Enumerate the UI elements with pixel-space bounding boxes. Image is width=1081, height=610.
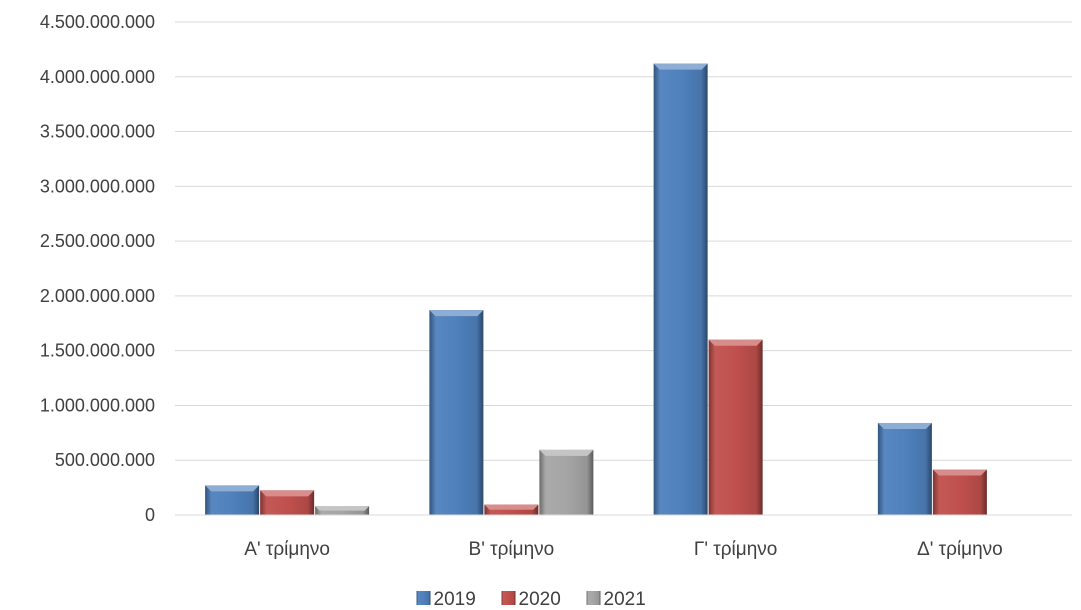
legend-label: 2020 xyxy=(519,589,561,610)
legend-item-2021: 2021 xyxy=(586,589,646,610)
y-tick-label: 4.000.000.000 xyxy=(40,67,155,87)
x-category-label: Γ' τρίμηνο xyxy=(694,539,778,560)
legend-item-2019: 2019 xyxy=(416,589,476,610)
bar-2021-a-τρίμηνο xyxy=(315,506,370,515)
y-tick-label: 1.000.000.000 xyxy=(40,395,155,415)
y-tick-label: 3.000.000.000 xyxy=(40,176,155,196)
bars xyxy=(205,63,987,516)
bar-2020-γ-τρίμηνο xyxy=(708,339,763,515)
legend-swatch xyxy=(501,591,516,605)
bar-2019-γ-τρίμηνο xyxy=(653,63,708,516)
x-axis: A' τρίμηνο B' τρίμηνο Γ' τρίμηνο Δ' τρίμηνο xyxy=(175,514,1072,560)
y-tick-label: 3.500.000.000 xyxy=(40,122,155,142)
legend-label: 2021 xyxy=(604,589,646,610)
x-category-label: B' τρίμηνο xyxy=(469,539,555,560)
bar-2020-δ-τρίμηνο xyxy=(932,469,987,515)
legend: 2019 2020 2021 xyxy=(416,589,646,610)
legend-label: 2019 xyxy=(434,589,476,610)
y-tick-label: 1.500.000.000 xyxy=(40,341,155,361)
gridlines xyxy=(175,21,1072,516)
bar-2021-b-τρίμηνο xyxy=(539,449,594,515)
y-tick-label: 2.000.000.000 xyxy=(40,286,155,306)
bar-2020-a-τρίμηνο xyxy=(260,490,315,515)
legend-item-2020: 2020 xyxy=(501,589,561,610)
y-tick-label: 4.500.000.000 xyxy=(40,12,155,32)
legend-swatch xyxy=(416,591,431,605)
y-tick-label: 0 xyxy=(145,505,155,525)
bar-2019-δ-τρίμηνο xyxy=(877,422,932,515)
y-tick-label: 500.000.000 xyxy=(55,450,155,470)
x-category-label: A' τρίμηνο xyxy=(244,539,330,560)
x-category-label: Δ' τρίμηνο xyxy=(917,539,1003,560)
y-tick-label: 2.500.000.000 xyxy=(40,231,155,251)
y-axis-tick-labels: 0 500.000.000 1.000.000.000 1.500.000.000 2.… xyxy=(40,12,155,525)
bar-2020-b-τρίμηνο xyxy=(484,504,539,515)
bar-2019-a-τρίμηνο xyxy=(205,485,260,515)
bar-2019-b-τρίμηνο xyxy=(429,310,484,515)
legend-swatch xyxy=(586,591,601,605)
